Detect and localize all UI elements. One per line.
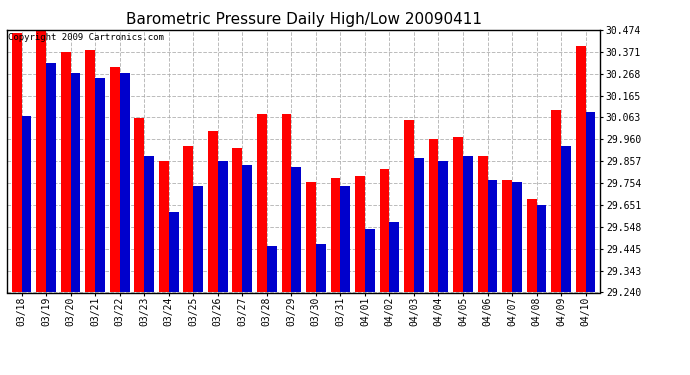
- Text: Copyright 2009 Cartronics.com: Copyright 2009 Cartronics.com: [8, 33, 164, 42]
- Bar: [144, 156, 154, 292]
- Bar: [551, 110, 561, 292]
- Bar: [169, 211, 179, 292]
- Bar: [365, 229, 375, 292]
- Bar: [291, 167, 301, 292]
- Bar: [46, 63, 56, 292]
- Title: Barometric Pressure Daily High/Low 20090411: Barometric Pressure Daily High/Low 20090…: [126, 12, 482, 27]
- Bar: [282, 114, 291, 292]
- Bar: [184, 146, 193, 292]
- Bar: [477, 156, 488, 292]
- Bar: [463, 156, 473, 292]
- Bar: [526, 199, 537, 292]
- Bar: [218, 160, 228, 292]
- Bar: [242, 165, 252, 292]
- Bar: [488, 180, 497, 292]
- Bar: [404, 120, 414, 292]
- Bar: [233, 148, 242, 292]
- Bar: [119, 74, 130, 292]
- Bar: [586, 112, 595, 292]
- Bar: [380, 169, 389, 292]
- Bar: [438, 160, 449, 292]
- Bar: [135, 118, 144, 292]
- Bar: [512, 182, 522, 292]
- Bar: [70, 74, 81, 292]
- Bar: [208, 131, 218, 292]
- Bar: [575, 46, 586, 292]
- Bar: [340, 186, 351, 292]
- Bar: [61, 52, 70, 292]
- Bar: [502, 180, 512, 292]
- Bar: [316, 244, 326, 292]
- Bar: [453, 137, 463, 292]
- Bar: [12, 33, 21, 292]
- Bar: [561, 146, 571, 292]
- Bar: [355, 176, 365, 292]
- Bar: [414, 159, 424, 292]
- Bar: [95, 78, 105, 292]
- Bar: [86, 50, 95, 292]
- Bar: [257, 114, 267, 292]
- Bar: [37, 31, 46, 292]
- Bar: [21, 116, 32, 292]
- Bar: [331, 178, 340, 292]
- Bar: [159, 160, 169, 292]
- Bar: [193, 186, 203, 292]
- Bar: [389, 222, 400, 292]
- Bar: [267, 246, 277, 292]
- Bar: [537, 205, 546, 292]
- Bar: [306, 182, 316, 292]
- Bar: [428, 140, 438, 292]
- Bar: [110, 67, 119, 292]
